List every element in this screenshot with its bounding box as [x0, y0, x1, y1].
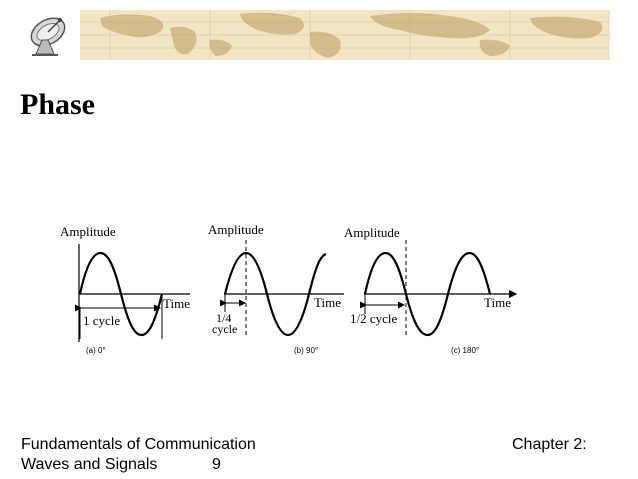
phase-diagram-c: Amplitude Time 1/2 cycle	[344, 225, 518, 338]
phase-diagram-b: Amplitude Time 1/4 cycle	[208, 222, 344, 338]
cycle-label: 1 cycle	[83, 313, 120, 328]
time-label: Time	[484, 295, 511, 310]
footer-subtitle: Waves and Signals	[21, 456, 158, 473]
amplitude-label: Amplitude	[60, 224, 116, 239]
cycle-label: 1/2 cycle	[350, 311, 398, 326]
cycle-label-word: cycle	[212, 322, 237, 336]
cycle-label-fraction: 1/4	[216, 311, 231, 325]
header-banner	[10, 10, 610, 60]
footer-line-2: Waves and Signals 9	[21, 455, 231, 475]
sine-wave	[223, 251, 327, 337]
caption-c: (c) 180°	[451, 346, 480, 355]
sine-wave	[78, 251, 164, 337]
satellite-dish-icon	[30, 17, 66, 56]
slide-title: Phase	[20, 88, 95, 121]
footer-chapter: Chapter 2:	[512, 436, 587, 453]
caption-a: (a) 0°	[86, 346, 106, 355]
caption-b: (b) 90°	[294, 346, 319, 355]
logo-container	[10, 10, 80, 60]
sine-wave	[363, 251, 492, 337]
footer-course-title: Fundamentals of Communication	[21, 436, 256, 453]
time-label: Time	[314, 295, 341, 310]
amplitude-label: Amplitude	[208, 222, 264, 237]
page-number: 9	[212, 456, 221, 473]
phase-diagram-a: Amplitude Time 1 cycle	[60, 224, 190, 342]
time-label: Time	[163, 296, 190, 311]
world-map-texture	[10, 10, 610, 60]
amplitude-label: Amplitude	[344, 225, 400, 240]
